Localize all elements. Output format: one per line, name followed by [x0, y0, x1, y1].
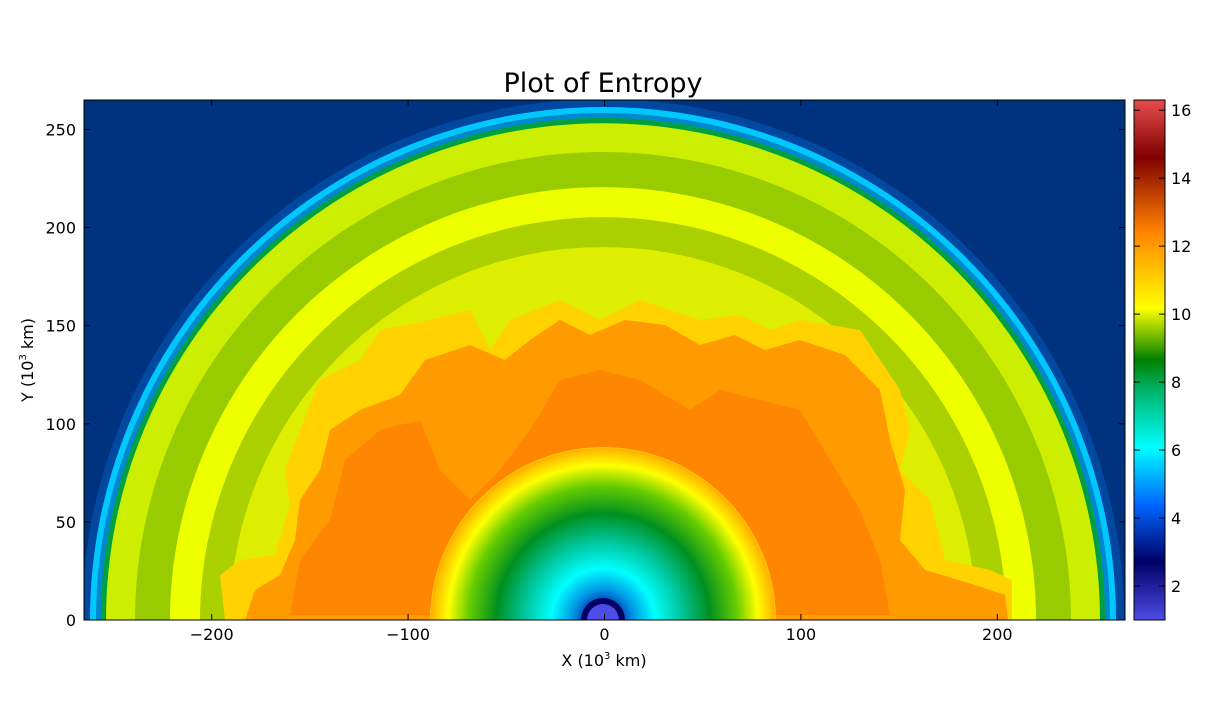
x-axis-label-exponent: 3 — [604, 651, 610, 662]
y-axis-ticks: 0 50 100 150 200 250 — [45, 120, 1125, 630]
colorbar-tick-label: 4 — [1171, 509, 1181, 528]
x-tick-label: 100 — [786, 625, 817, 644]
colorbar-tick-label: 6 — [1171, 441, 1181, 460]
colorbar-tick-label: 12 — [1171, 237, 1191, 256]
x-axis-label: X (103 km) — [561, 651, 646, 670]
y-axis-label-exponent: 3 — [18, 354, 29, 360]
y-tick-label: 250 — [45, 120, 76, 139]
x-tick-label: 0 — [599, 625, 609, 644]
x-tick-label: −200 — [190, 625, 234, 644]
y-tick-label: 50 — [56, 513, 76, 532]
x-tick-label: −100 — [386, 625, 430, 644]
y-tick-label: 200 — [45, 219, 76, 238]
colorbar-tick-label: 14 — [1171, 169, 1191, 188]
colorbar-ticks: 2 4 6 8 10 12 14 16 — [1134, 101, 1191, 596]
core-gradient — [431, 448, 775, 620]
center-core — [587, 604, 619, 620]
y-axis-label: Y (103 km) — [18, 318, 37, 403]
colorbar-tick-label: 8 — [1171, 373, 1181, 392]
x-axis-label-unit: km) — [610, 651, 646, 670]
plot-area — [84, 100, 1125, 620]
chart-title: Plot of Entropy — [504, 68, 703, 99]
colorbar-gradient — [1133, 99, 1166, 621]
colorbar-tick-label: 2 — [1171, 577, 1181, 596]
x-axis-label-text: X (10 — [561, 651, 604, 670]
y-axis-label-unit: km) — [18, 318, 37, 354]
x-axis-ticks: −200 −100 0 100 200 — [190, 100, 1013, 644]
y-tick-label: 150 — [45, 317, 76, 336]
y-axis-label-text: Y (10 — [18, 361, 37, 403]
colorbar-tick-label: 16 — [1171, 101, 1191, 120]
colorbar-tick-label: 10 — [1171, 305, 1191, 324]
y-tick-label: 0 — [66, 611, 76, 630]
x-tick-label: 200 — [982, 625, 1013, 644]
colorbar: 2 4 6 8 10 12 14 16 — [1133, 99, 1191, 621]
y-tick-label: 100 — [45, 415, 76, 434]
